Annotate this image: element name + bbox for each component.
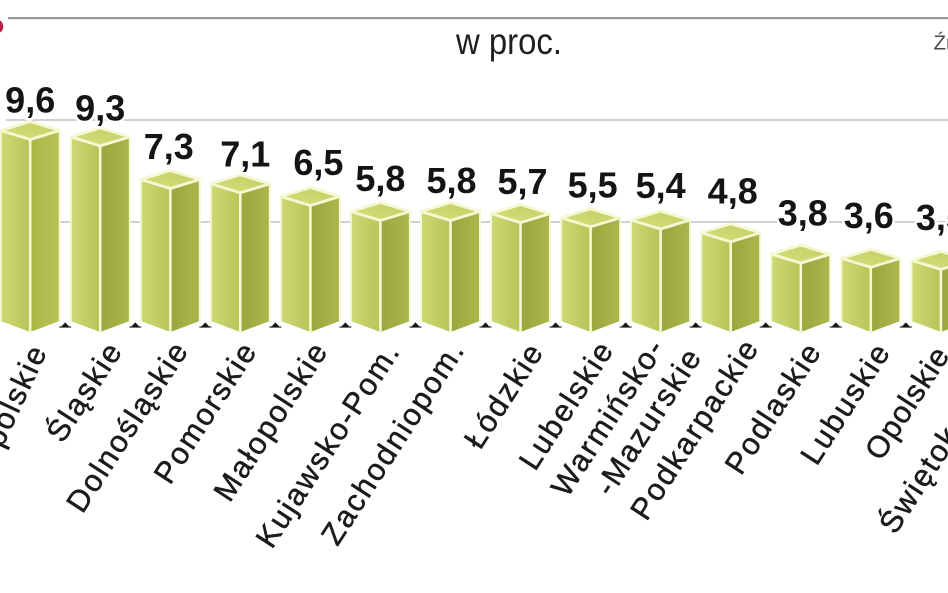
svg-text:9,6: 9,6 <box>5 80 55 121</box>
svg-text:7,3: 7,3 <box>144 126 194 167</box>
svg-text:7,1: 7,1 <box>220 134 270 175</box>
svg-text:4,8: 4,8 <box>708 171 758 212</box>
svg-text:9,3: 9,3 <box>75 88 125 129</box>
svg-text:3,5: 3,5 <box>916 197 948 238</box>
svg-text:Źródło: GUS: Źródło: GUS <box>934 32 948 55</box>
svg-text:5,5: 5,5 <box>568 165 618 206</box>
svg-text:3,6: 3,6 <box>844 195 894 236</box>
svg-text:3,8: 3,8 <box>778 193 828 234</box>
svg-text:5,4: 5,4 <box>636 165 686 206</box>
svg-text:5,8: 5,8 <box>355 158 405 199</box>
svg-text:w proc.: w proc. <box>455 21 562 62</box>
svg-text:5,8: 5,8 <box>426 160 476 201</box>
svg-text:5,7: 5,7 <box>497 161 547 202</box>
svg-text:6,5: 6,5 <box>293 142 343 183</box>
